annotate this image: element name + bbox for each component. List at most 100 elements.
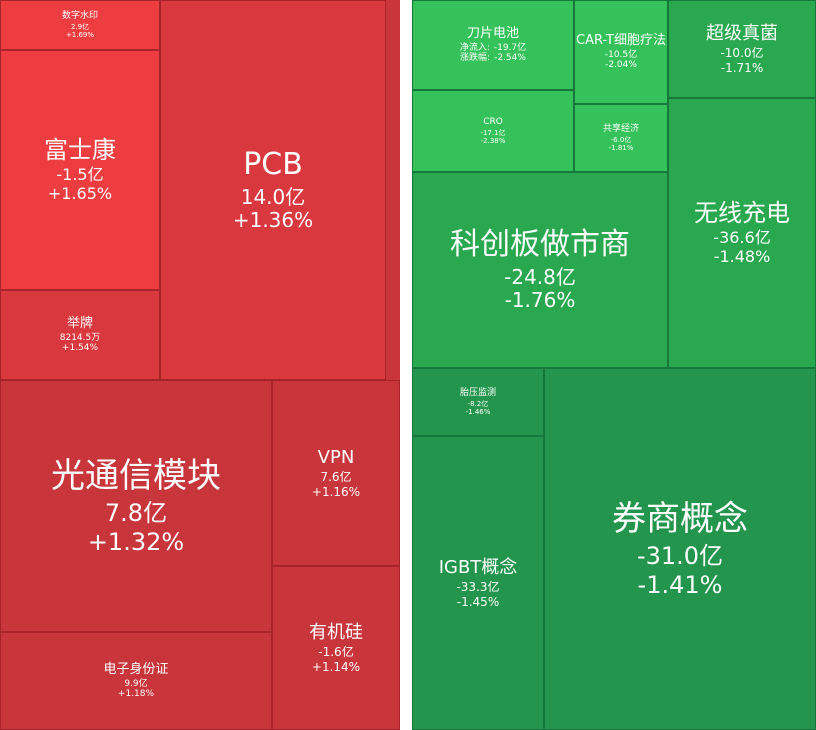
tile-sector-name: 数字水印 [61,10,98,21]
treemap-tile-cro[interactable]: CRO -17.1亿 -2.38% [412,90,574,172]
tile-net-flow-value: -17.1亿 [480,128,506,137]
tile-net-flow: -10.5亿 [605,50,637,61]
tile-net-flow-value: -6.0亿 [610,135,632,144]
tile-change-value: +1.65% [47,184,113,204]
tile-sector-name: 超级真菌 [706,23,778,45]
tile-change-pct: -2.04% [605,60,637,71]
tile-net-flow-value: -31.0亿 [636,542,724,571]
tile-change-value: +1.69% [65,30,95,39]
tile-sector-name: 举牌 [66,316,93,332]
tile-sector-name: 刀片电池 [466,26,519,42]
tile-sector-name: VPN [317,447,355,469]
tile-change-pct: +1.69% [66,31,94,39]
tile-change-value: -1.48% [713,247,771,267]
treemap-tile-光通信模块[interactable]: 光通信模块 7.8亿 +1.32% [0,380,272,632]
tile-sector-name: PCB [243,147,303,183]
tile-change-value: -2.04% [605,60,637,71]
tile-change-pct: +1.18% [118,689,154,700]
treemap-tile-vpn[interactable]: VPN 7.6亿 +1.16% [272,380,400,566]
tile-change-value: -1.41% [637,570,723,599]
tile-change-value: -1.81% [608,143,634,152]
tile-change-pct: -1.71% [721,61,763,75]
tile-change-pct: 涨跌幅: -2.54% [460,53,526,64]
treemap-tile-超级真菌[interactable]: 超级真菌 -10.0亿 -1.71% [668,0,816,98]
tile-net-flow-value: -10.0亿 [720,46,764,61]
tile-change-value: +1.18% [117,689,155,700]
tile-net-flow-label: 净流入: [459,42,490,53]
tile-net-flow: -6.0亿 [611,136,632,144]
treemap-tile-富士康[interactable]: 富士康 -1.5亿 +1.65% [0,50,160,290]
treemap-tile-无线充电[interactable]: 无线充电 -36.6亿 -1.48% [668,98,816,368]
tile-change-value: +1.14% [311,659,361,674]
tile-net-flow-value: -1.5亿 [56,165,104,185]
tile-net-flow: 2.9亿 [71,23,89,31]
tile-change-pct: -2.38% [481,137,506,145]
tile-change-value: -1.46% [465,407,491,416]
tile-change-value: +1.36% [232,208,314,233]
tile-change-pct: -1.41% [638,571,723,599]
tile-change-value: -1.45% [456,594,500,609]
tile-net-flow: -10.0亿 [720,46,763,60]
tile-change-value: -2.54% [494,53,526,64]
tile-change-value: +1.32% [87,527,185,556]
tile-sector-name: 无线充电 [694,198,790,227]
tile-net-flow: -24.8亿 [504,264,576,290]
treemap-tile-pcb[interactable]: PCB 14.0亿 +1.36% [160,0,386,380]
treemap-tile-券商概念[interactable]: 券商概念 -31.0亿 -1.41% [544,368,816,730]
tile-change-pct: -1.76% [505,288,576,313]
tile-change-pct: +1.32% [88,528,184,556]
tile-net-flow-value: -33.3亿 [456,580,500,595]
treemap-tile-电子身份证[interactable]: 电子身份证 9.9亿 +1.18% [0,632,272,730]
tile-change-pct: +1.65% [47,184,113,204]
tile-net-flow-value: 9.9亿 [124,678,148,689]
tile-sector-name: 科创板做市商 [450,227,630,263]
tile-change-pct: -1.48% [713,247,771,267]
tile-net-flow: -1.6亿 [318,645,353,659]
treemap-tile-有机硅[interactable]: 有机硅 -1.6亿 +1.14% [272,566,400,730]
tile-sector-name: 光通信模块 [51,456,221,497]
tile-sector-name: 券商概念 [612,499,748,540]
treemap-tile-刀片电池[interactable]: 刀片电池 净流入: -19.7亿 涨跌幅: -2.54% [412,0,574,90]
tile-sector-name: CRO [483,116,503,127]
tile-change-pct: -1.45% [457,595,499,609]
tile-sector-name: IGBT概念 [438,557,518,579]
tile-net-flow: 14.0亿 [240,184,306,210]
tile-net-flow-value: 8214.5万 [59,332,101,343]
tile-net-flow-value: 14.0亿 [240,184,306,209]
treemap-tile-数字水印[interactable]: 数字水印 2.9亿 +1.69% [0,0,160,50]
tile-net-flow: 8214.5万 [60,333,101,344]
tile-change-pct: +1.54% [62,343,98,354]
tile-change-value: -2.38% [480,136,506,145]
tile-sector-name: CAR-T细胞疗法 [576,33,666,49]
tile-change-pct: +1.16% [312,485,360,499]
tile-sector-name: 富士康 [44,135,116,164]
treemap-tile-胎压监测[interactable]: 胎压监测 -8.2亿 -1.46% [412,368,544,436]
tile-change-pct: -1.46% [466,408,491,416]
tile-change-value: +1.16% [311,484,361,499]
tile-net-flow: 7.6亿 [320,470,351,484]
treemap-tile-car-t细胞疗法[interactable]: CAR-T细胞疗法 -10.5亿 -2.04% [574,0,668,104]
rising-sectors-treemap: 数字水印 2.9亿 +1.69% 富士康 -1.5亿 +1.65% PCB 14.0亿 +1.3… [0,0,400,730]
tile-change-value: +1.54% [61,343,99,354]
treemap-tile-举牌[interactable]: 举牌 8214.5万 +1.54% [0,290,160,380]
tile-net-flow-value: 2.9亿 [70,22,90,31]
treemap-tile-共享经济[interactable]: 共享经济 -6.0亿 -1.81% [574,104,668,172]
tile-change-pct: -1.81% [609,144,634,152]
treemap-tile-igbt概念[interactable]: IGBT概念 -33.3亿 -1.45% [412,436,544,730]
tile-net-flow-value: -8.2亿 [467,399,489,408]
tile-change-pct: +1.36% [232,208,314,233]
tile-net-flow: 7.8亿 [105,499,167,527]
tile-net-flow-value: -36.6亿 [713,228,771,248]
tile-net-flow: -1.5亿 [56,165,104,185]
tile-sector-name: 电子身份证 [103,662,169,678]
tile-net-flow-value: 7.6亿 [320,470,352,485]
tile-net-flow-value: -24.8亿 [504,264,576,289]
tile-net-flow-value: -19.7亿 [493,42,527,53]
tile-net-flow-value: 7.8亿 [104,499,168,528]
tile-sector-name: 共享经济 [602,123,639,134]
treemap-tile-科创板做市商[interactable]: 科创板做市商 -24.8亿 -1.76% [412,172,668,368]
tile-sector-name: 有机硅 [309,622,363,644]
tile-net-flow: -33.3亿 [456,580,499,594]
falling-sectors-treemap: 刀片电池 净流入: -19.7亿 涨跌幅: -2.54% CAR-T细胞疗法 -10.5亿 -… [412,0,816,730]
